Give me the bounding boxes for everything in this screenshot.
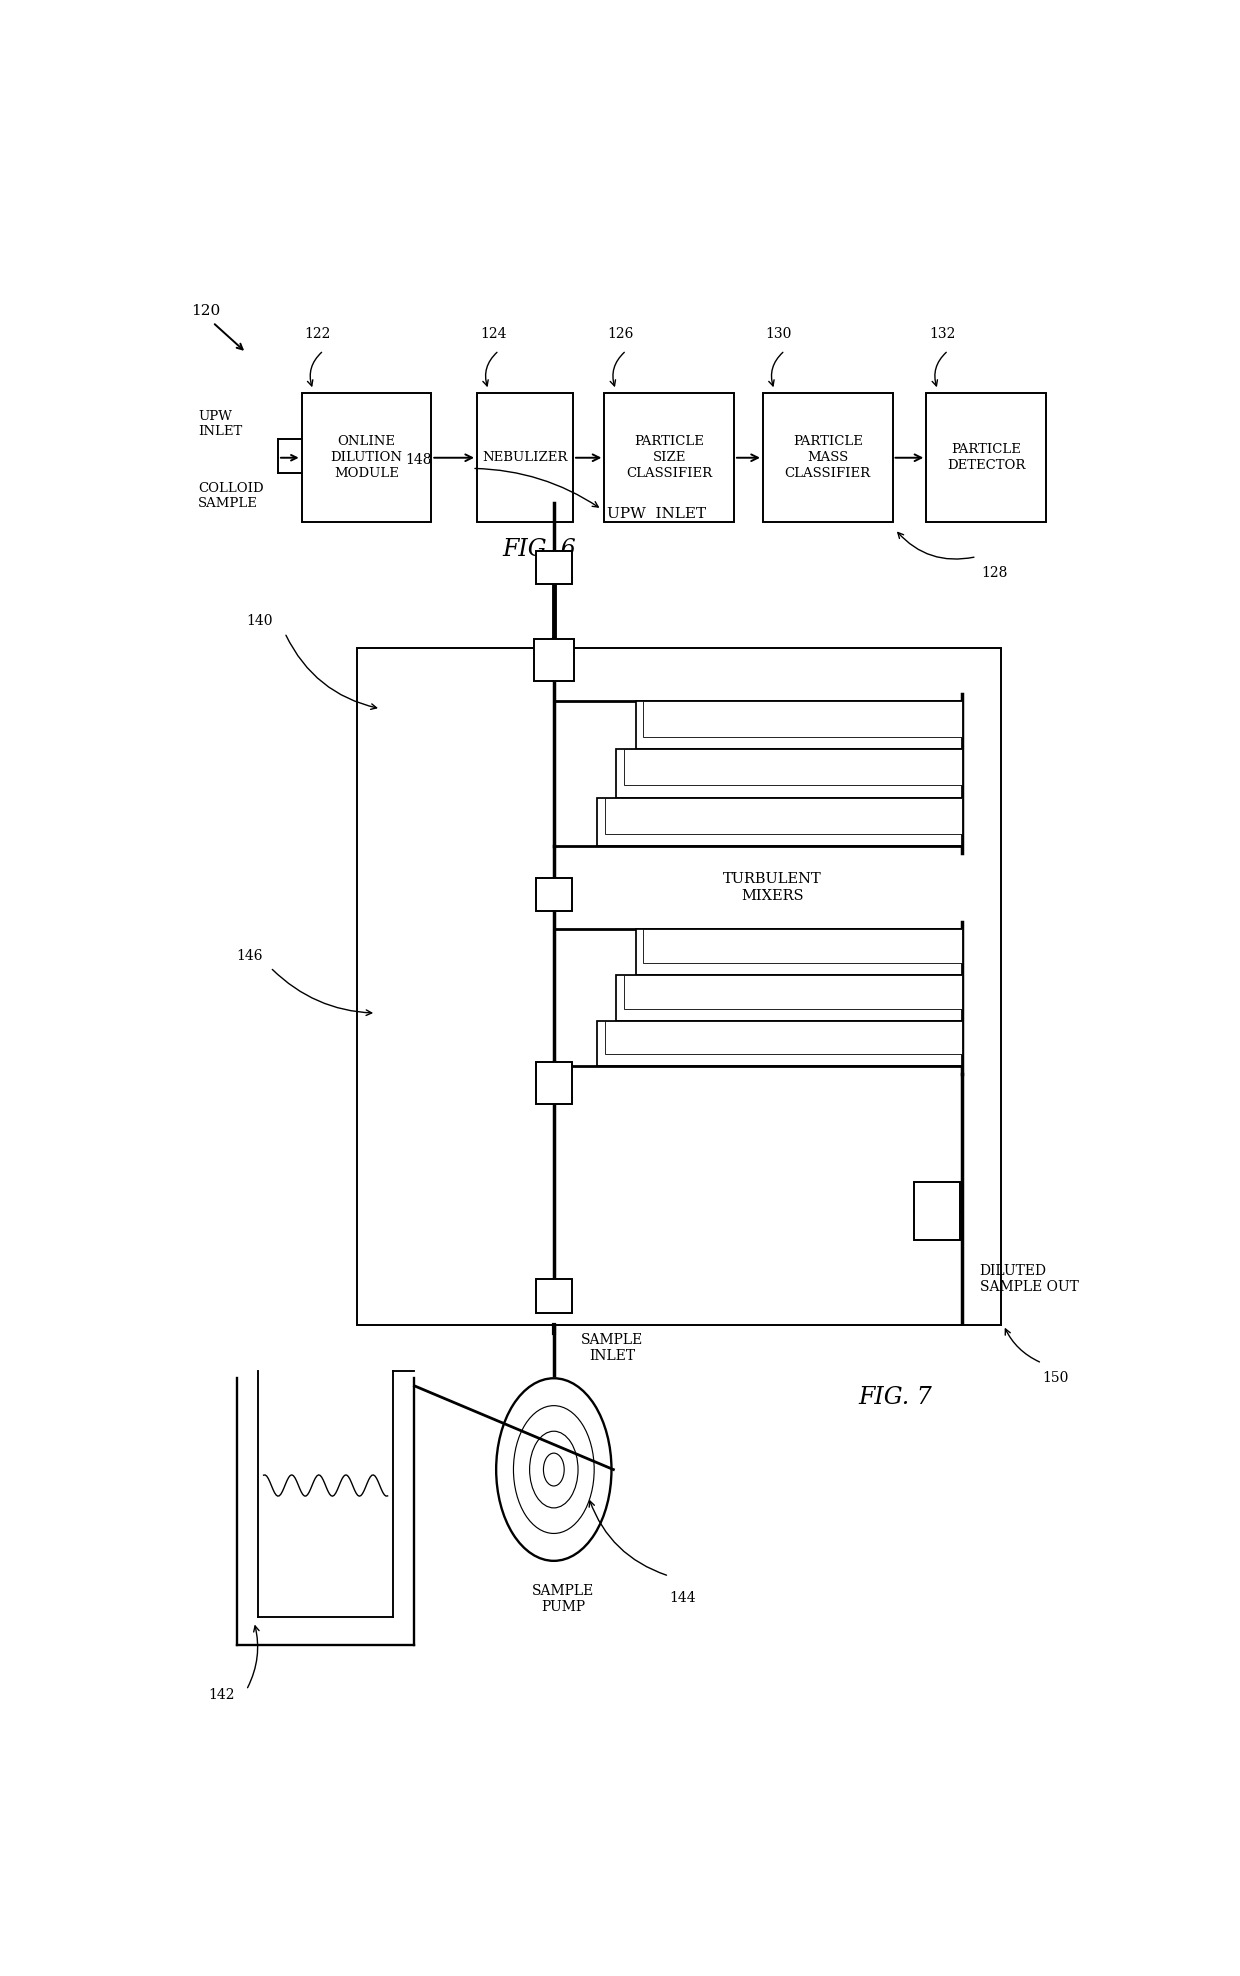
Bar [536, 1061, 572, 1105]
Bar [533, 638, 574, 682]
Bar [477, 393, 573, 522]
Bar [357, 648, 1001, 1326]
Text: PARTICLE
DETECTOR: PARTICLE DETECTOR [947, 443, 1025, 472]
Text: 126: 126 [608, 328, 634, 342]
Text: 130: 130 [766, 328, 792, 342]
Text: ONLINE
DILUTION
MODULE: ONLINE DILUTION MODULE [330, 435, 403, 480]
Bar [536, 877, 572, 911]
Bar [914, 1182, 960, 1239]
Text: UPW  INLET: UPW INLET [606, 508, 706, 522]
Bar [624, 974, 962, 1008]
Text: SAMPLE
PUMP: SAMPLE PUMP [532, 1583, 594, 1614]
Bar [616, 974, 962, 1022]
Bar [605, 798, 962, 834]
Bar [596, 1022, 962, 1067]
Bar [604, 393, 734, 522]
Bar [605, 1022, 962, 1053]
Text: 122: 122 [305, 328, 331, 342]
Text: TURBULENT
MIXERS: TURBULENT MIXERS [723, 873, 822, 903]
Text: NEBULIZER: NEBULIZER [482, 451, 568, 464]
Text: SAMPLE
INLET: SAMPLE INLET [580, 1332, 644, 1363]
Bar [616, 749, 962, 798]
Bar [644, 929, 962, 962]
Text: 132: 132 [929, 328, 956, 342]
Text: 124: 124 [480, 328, 506, 342]
Text: 150: 150 [1042, 1371, 1069, 1385]
Text: 146: 146 [237, 948, 263, 962]
Text: COLLOID
SAMPLE: COLLOID SAMPLE [198, 482, 264, 510]
Text: 148: 148 [404, 453, 432, 466]
Bar [536, 1278, 572, 1312]
Bar [926, 393, 1047, 522]
Text: DILUTED
SAMPLE OUT: DILUTED SAMPLE OUT [980, 1265, 1079, 1294]
Bar [635, 701, 962, 749]
Text: 128: 128 [982, 565, 1008, 579]
Bar [301, 393, 432, 522]
Bar [635, 929, 962, 974]
Text: 142: 142 [208, 1688, 234, 1701]
Bar [536, 551, 572, 585]
Bar [644, 701, 962, 737]
Text: FIG. 6: FIG. 6 [502, 537, 577, 561]
Bar [624, 749, 962, 784]
Text: 140: 140 [247, 615, 273, 628]
Text: PARTICLE
MASS
CLASSIFIER: PARTICLE MASS CLASSIFIER [785, 435, 870, 480]
Text: PARTICLE
SIZE
CLASSIFIER: PARTICLE SIZE CLASSIFIER [626, 435, 712, 480]
Text: UPW
INLET: UPW INLET [198, 411, 243, 439]
Bar [596, 798, 962, 846]
Text: FIG. 7: FIG. 7 [858, 1385, 931, 1409]
Text: 144: 144 [670, 1591, 696, 1605]
Text: 120: 120 [191, 304, 221, 318]
Bar [763, 393, 893, 522]
